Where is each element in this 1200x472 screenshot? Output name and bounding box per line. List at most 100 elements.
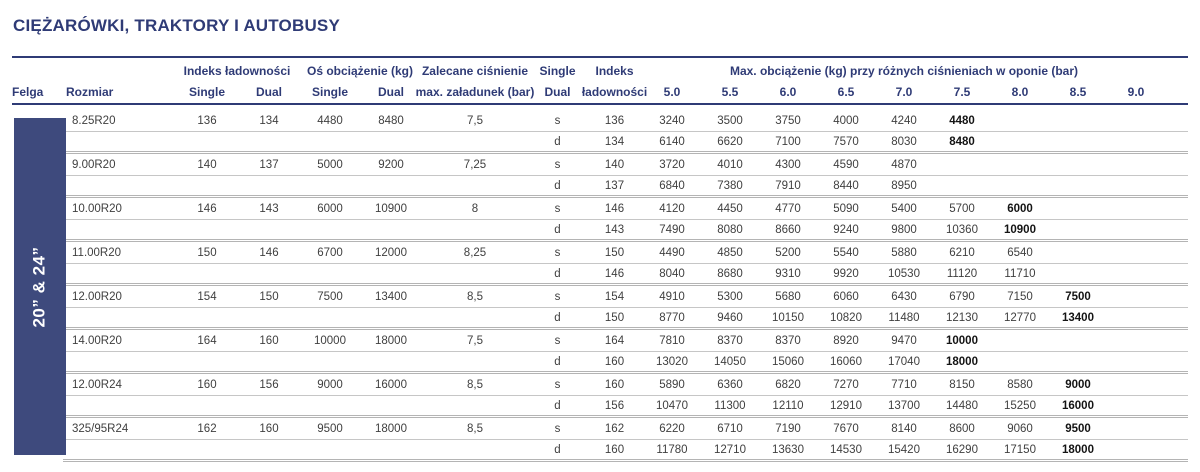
- max-load-cell: 12770: [1004, 311, 1036, 324]
- max-load-cell: 7270: [833, 378, 859, 391]
- single-dual-cell: s: [554, 422, 561, 435]
- max-load-cell: 12110: [772, 399, 804, 412]
- max-load-cell: 5540: [833, 246, 859, 259]
- row-load-index-cell: 140: [604, 158, 625, 171]
- row-load-index-cell: 134: [604, 135, 625, 148]
- max-load-cell: 6060: [833, 290, 859, 303]
- rim-size-label: 20” & 24”: [30, 245, 50, 328]
- header-recommended-pressure-line1: Zalecane ciśnienie: [421, 63, 529, 78]
- single-dual-cell: s: [554, 202, 561, 215]
- single-dual-cell: d: [554, 223, 561, 236]
- single-dual-cell: d: [554, 399, 561, 412]
- max-load-cell: 4910: [659, 290, 685, 303]
- table-row: d 160 13020 14050 15060 16060 17040 18000: [63, 352, 1188, 374]
- row-load-index-cell: 160: [604, 378, 625, 391]
- header-rozmiar: Rozmiar: [66, 84, 114, 99]
- header-felga: Felga: [12, 84, 44, 99]
- row-load-index-cell: 150: [604, 311, 625, 324]
- size-cell: 325/95R24: [72, 422, 129, 435]
- load-index-single-cell: 164: [197, 334, 217, 347]
- max-load-cell: 8680: [717, 267, 743, 280]
- max-load-cell: 5880: [891, 246, 917, 259]
- axle-load-dual-cell: 16000: [375, 378, 407, 391]
- header-pressure-7.0: 7.0: [895, 84, 913, 99]
- row-load-index-cell: 146: [604, 267, 625, 280]
- load-index-dual-cell: 137: [259, 158, 279, 171]
- max-load-cell: 11120: [946, 267, 978, 280]
- recommended-pressure-cell: 7,5: [467, 114, 483, 127]
- max-load-cell: 11300: [714, 399, 746, 412]
- size-cell: 8.25R20: [72, 114, 116, 127]
- max-load-cell: 6210: [949, 246, 975, 259]
- max-load-cell: 14530: [830, 443, 862, 456]
- table-row: 325/95R24 162 160 9500 18000 8,5 s 162 6220 6710 7…: [63, 418, 1188, 440]
- max-load-cell: 6840: [659, 179, 685, 192]
- header-load-index2-line1: Indeks: [595, 63, 634, 78]
- load-index-dual-cell: 134: [259, 114, 279, 127]
- max-load-cell: 4850: [717, 246, 743, 259]
- max-load-cell: 8150: [949, 378, 975, 391]
- load-index-dual-cell: 143: [259, 202, 279, 215]
- top-rule: [12, 56, 1188, 58]
- max-load-cell: 6000: [1007, 202, 1033, 215]
- max-load-cell: 13630: [772, 443, 804, 456]
- axle-load-single-cell: 4480: [317, 114, 343, 127]
- row-load-index-cell: 164: [604, 334, 625, 347]
- axle-load-dual-cell: 8480: [378, 114, 404, 127]
- max-load-cell: 10150: [772, 311, 804, 324]
- max-load-cell: 8950: [891, 179, 917, 192]
- max-load-cell: 10470: [656, 399, 688, 412]
- single-dual-cell: s: [554, 334, 561, 347]
- table-row: 10.00R20 146 143 6000 10900 8 s 146 4120 4450 4770…: [63, 198, 1188, 220]
- max-load-cell: 6710: [717, 422, 743, 435]
- load-index-dual-cell: 146: [259, 246, 279, 259]
- page-title: CIĘŻARÓWKI, TRAKTORY I AUTOBUSY: [13, 16, 341, 35]
- max-load-cell: 4770: [775, 202, 801, 215]
- max-load-cell: 4870: [891, 158, 917, 171]
- max-load-cell: 8600: [949, 422, 975, 435]
- recommended-pressure-cell: 8: [471, 202, 479, 215]
- max-load-cell: 6540: [1007, 246, 1033, 259]
- header-index-single: Single: [188, 84, 225, 99]
- header-load-index2-line2: ładowności: [581, 84, 648, 99]
- header-single-dual-line1: Single: [539, 63, 576, 78]
- max-load-cell: 6820: [775, 378, 801, 391]
- max-load-cell: 6360: [717, 378, 743, 391]
- max-load-cell: 8580: [1007, 378, 1033, 391]
- size-cell: 14.00R20: [72, 334, 122, 347]
- single-dual-cell: d: [554, 179, 561, 192]
- max-load-cell: 7500: [1065, 290, 1091, 303]
- max-load-cell: 13400: [1062, 311, 1094, 324]
- max-load-cell: 8040: [659, 267, 685, 280]
- max-load-cell: 5400: [891, 202, 917, 215]
- axle-load-dual-cell: 12000: [375, 246, 407, 259]
- recommended-pressure-cell: 7,5: [467, 334, 483, 347]
- axle-load-dual-cell: 10900: [375, 202, 407, 215]
- max-load-cell: 17040: [888, 355, 920, 368]
- single-dual-cell: d: [554, 311, 561, 324]
- max-load-cell: 7910: [775, 179, 801, 192]
- max-load-cell: 10820: [830, 311, 862, 324]
- size-cell: 9.00R20: [72, 158, 116, 171]
- max-load-cell: 9460: [717, 311, 743, 324]
- table-row: d 143 7490 8080 8660 9240 9800 10360 10900: [63, 220, 1188, 242]
- max-load-cell: 8080: [717, 223, 743, 236]
- axle-load-dual-cell: 18000: [375, 422, 407, 435]
- max-load-cell: 11780: [656, 443, 688, 456]
- row-load-index-cell: 150: [604, 246, 625, 259]
- table-header: Indeks ładowności Oś obciążenie (kg) Zal…: [0, 60, 1188, 102]
- axle-load-single-cell: 6000: [317, 202, 343, 215]
- header-pressure-8.5: 8.5: [1069, 84, 1087, 99]
- header-single-dual-line2: Dual: [544, 84, 571, 99]
- max-load-cell: 10900: [1004, 223, 1036, 236]
- max-load-cell: 3500: [717, 114, 743, 127]
- table-row: d 160 11780 12710 13630 14530 15420 16290 17150 1…: [63, 440, 1188, 462]
- max-load-cell: 13700: [888, 399, 920, 412]
- max-load-cell: 7670: [833, 422, 859, 435]
- max-load-cell: 10530: [888, 267, 920, 280]
- table-row: 12.00R20 154 150 7500 13400 8,5 s 154 4910 5300 56…: [63, 286, 1188, 308]
- max-load-cell: 9240: [833, 223, 859, 236]
- load-index-single-cell: 162: [197, 422, 217, 435]
- max-load-cell: 5090: [833, 202, 859, 215]
